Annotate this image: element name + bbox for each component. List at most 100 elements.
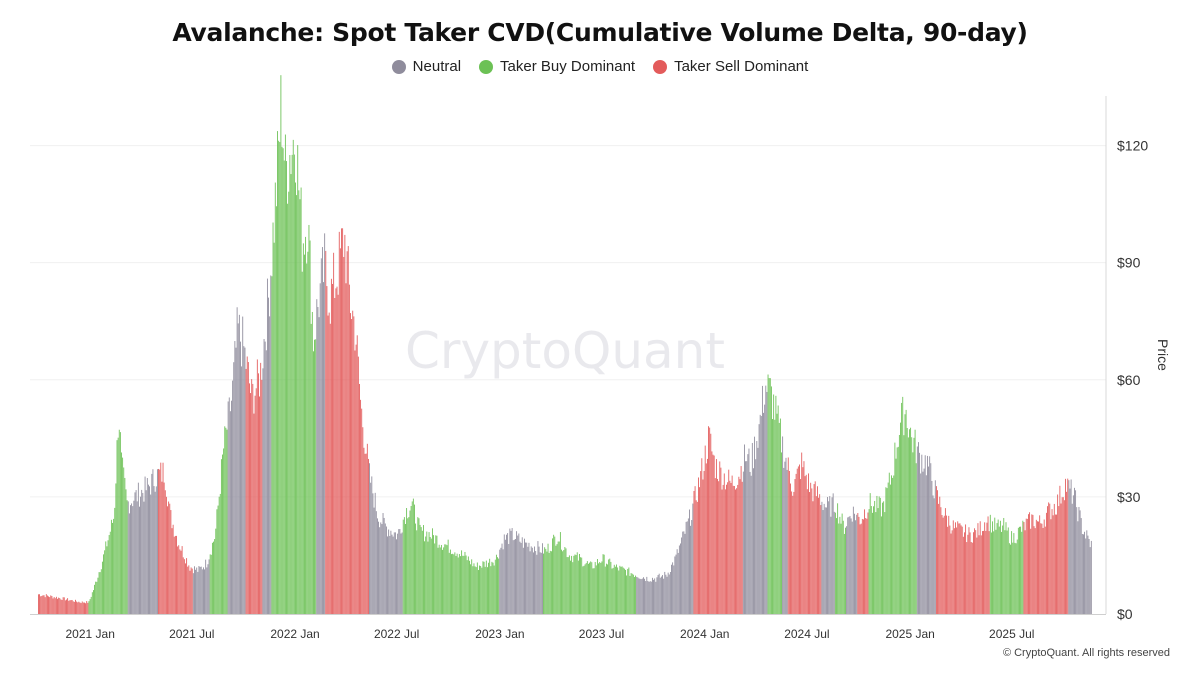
legend-item-buy[interactable]: Taker Buy Dominant [479,58,635,75]
bar-neutral [760,416,762,614]
bar-buy [573,555,575,614]
bar-neutral [668,574,670,614]
bar-neutral [831,497,833,614]
bar-sell [1057,494,1059,614]
bar-neutral [662,575,663,614]
bar-buy [776,413,778,614]
bar-neutral [921,454,923,614]
bar-neutral [916,446,918,614]
bar-sell [341,228,342,615]
bar-buy [430,538,432,614]
bar-neutral [651,577,653,614]
bar-buy [631,573,633,614]
bar-neutral [539,552,541,614]
bar-neutral [653,579,654,614]
bar-buy [103,554,104,614]
bar-neutral [232,380,234,614]
bar-buy [123,467,125,614]
bar-buy [1012,542,1014,614]
bar-buy [629,575,631,614]
bar-neutral [665,574,667,614]
bar-sell [802,467,804,614]
bar-neutral [919,452,921,614]
bar-buy [214,539,216,614]
bar-sell [706,458,708,614]
bar-buy [471,559,473,614]
bar-buy [770,386,772,614]
bar-buy [550,551,552,614]
bar-neutral [389,535,391,614]
bar-sell [818,497,819,614]
bar-buy [104,550,106,614]
bar-buy [424,541,426,614]
bar-sell [350,313,351,614]
bar-sell [86,601,88,614]
bar-buy [894,442,896,614]
bar-sell [336,286,338,614]
bar-neutral [833,511,835,614]
bar-buy [290,174,292,614]
bar-sell [63,597,65,614]
bar-sell [815,496,817,614]
bar-sell [978,535,980,614]
bar-buy [622,567,624,614]
bar-buy [423,525,424,614]
bar-sell [971,542,973,614]
bar-neutral [751,442,753,614]
bar-sell [967,534,969,614]
bar-buy [575,555,577,614]
bar-buy [869,493,871,614]
bar-neutral [244,347,246,614]
bar-sell [247,362,249,614]
bar-buy [596,559,598,614]
bar-sell [864,509,866,614]
bar-sell [329,323,331,614]
bar-buy [625,569,626,614]
bar-sell [330,278,332,614]
bar-sell [964,532,965,614]
bar-buy [305,236,307,615]
bar-buy [1013,533,1015,614]
bar-sell [857,513,859,614]
bar-sell [366,443,368,614]
bar-buy [634,577,635,614]
bar-sell [794,479,796,614]
bar-sell [339,248,341,614]
bar-buy [116,440,118,614]
y-axis-ticks: $0 $30 $60 $90 $120 [1117,138,1148,622]
bar-neutral [846,526,848,614]
bar-buy [98,572,100,614]
bar-buy [490,566,492,614]
bar-buy [225,427,227,614]
bar-neutral [228,397,230,614]
bar-neutral [509,528,511,614]
bar-neutral [323,282,324,614]
legend-item-sell[interactable]: Taker Sell Dominant [653,58,808,75]
bar-buy [772,419,773,614]
bar-neutral [821,501,823,614]
bar-buy [299,199,301,615]
bar-sell [733,485,735,614]
bar-buy [478,570,479,614]
bar-neutral [155,486,157,614]
bar-neutral [390,530,392,614]
bar-buy [284,134,286,614]
bar-sell [355,344,357,614]
bar-buy [498,558,500,614]
legend-item-neutral[interactable]: Neutral [391,58,461,75]
bar-buy [117,437,119,614]
bar-neutral [237,323,239,614]
bar-sell [1062,497,1064,614]
bar-buy [1003,517,1005,614]
bar-neutral [143,501,145,614]
bar-sell [704,445,706,614]
bar-buy [591,562,593,614]
bar-buy [209,554,211,614]
bar-neutral [829,496,831,614]
bar-neutral [391,534,393,614]
bar-neutral [321,247,323,614]
bar-sell [816,486,818,614]
bar-sell [696,501,698,614]
bar-buy [605,563,607,614]
bar-buy [293,154,295,614]
